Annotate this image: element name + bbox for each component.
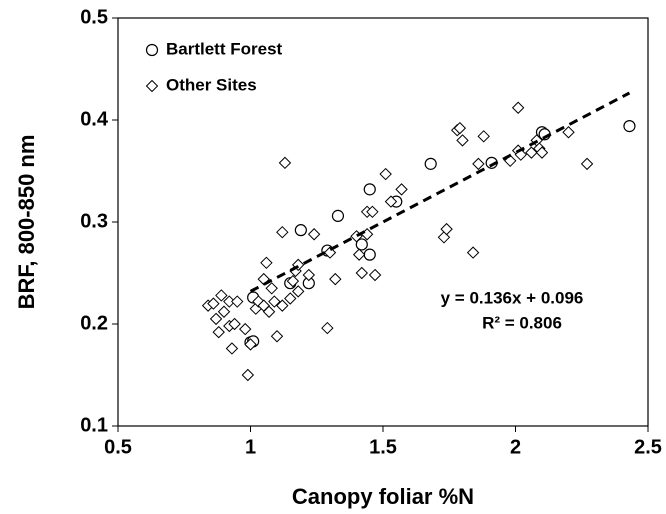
data-point — [379, 167, 392, 181]
legend-marker — [145, 79, 159, 93]
y-axis-title: BRF, 800-850 nm — [14, 135, 39, 310]
data-point — [276, 225, 289, 239]
data-point — [355, 238, 368, 251]
data-point — [265, 282, 278, 295]
data-point — [535, 146, 549, 159]
data-point — [270, 330, 284, 343]
x-tick-label: 1 — [245, 436, 256, 458]
data-point — [511, 101, 525, 114]
legend-label: Bartlett Forest — [166, 39, 283, 58]
data-point — [623, 120, 636, 133]
data-point — [477, 130, 490, 143]
data-point — [321, 321, 334, 335]
data-point — [331, 209, 345, 222]
data-point — [225, 342, 239, 355]
x-tick-label: 2 — [510, 436, 521, 458]
y-tick-label: 0.1 — [80, 414, 108, 436]
data-point — [456, 134, 469, 147]
data-point — [231, 295, 244, 308]
x-axis-title: Canopy foliar %N — [292, 484, 474, 509]
data-point — [268, 295, 281, 308]
data-point — [329, 272, 342, 286]
data-point — [363, 183, 376, 196]
data-point — [472, 157, 485, 171]
data-point — [291, 285, 305, 298]
data-point — [244, 338, 257, 351]
data-point — [212, 325, 225, 339]
data-point — [440, 222, 453, 236]
data-point — [238, 322, 252, 336]
data-point — [217, 305, 231, 318]
data-point — [215, 289, 228, 302]
data-point — [276, 299, 289, 312]
trendline — [249, 91, 631, 293]
x-tick-label: 2.5 — [634, 436, 662, 458]
data-point — [360, 228, 374, 241]
data-point — [307, 228, 321, 241]
data-point — [453, 121, 467, 135]
data-point — [278, 156, 292, 170]
y-tick-label: 0.5 — [80, 6, 108, 28]
y-tick-label: 0.3 — [80, 210, 108, 232]
x-tick-label: 0.5 — [104, 436, 132, 458]
data-point — [525, 146, 538, 159]
data-point — [294, 224, 307, 237]
data-point — [363, 248, 376, 261]
data-point — [424, 157, 437, 170]
legend-marker — [145, 43, 159, 57]
data-point — [260, 256, 273, 270]
legend-label: Other Sites — [166, 75, 257, 94]
data-point — [355, 266, 369, 280]
data-point — [262, 305, 276, 318]
y-tick-label: 0.4 — [80, 108, 109, 130]
y-tick-label: 0.2 — [80, 312, 108, 334]
data-point — [207, 297, 220, 310]
data-point — [580, 157, 594, 171]
data-point — [395, 183, 408, 196]
data-point — [241, 368, 255, 382]
data-point — [466, 246, 480, 259]
data-point — [302, 268, 316, 282]
data-point — [286, 274, 300, 288]
data-point — [562, 126, 575, 139]
data-point — [368, 268, 382, 282]
data-point — [228, 317, 241, 331]
x-tick-label: 1.5 — [369, 436, 397, 458]
data-point — [209, 312, 223, 326]
equation: y = 0.136x + 0.096 — [441, 288, 584, 307]
data-point — [384, 195, 398, 208]
data-point — [352, 248, 366, 261]
data-point — [284, 292, 297, 305]
r-squared: R² = 0.806 — [482, 313, 562, 332]
data-point — [366, 205, 379, 219]
